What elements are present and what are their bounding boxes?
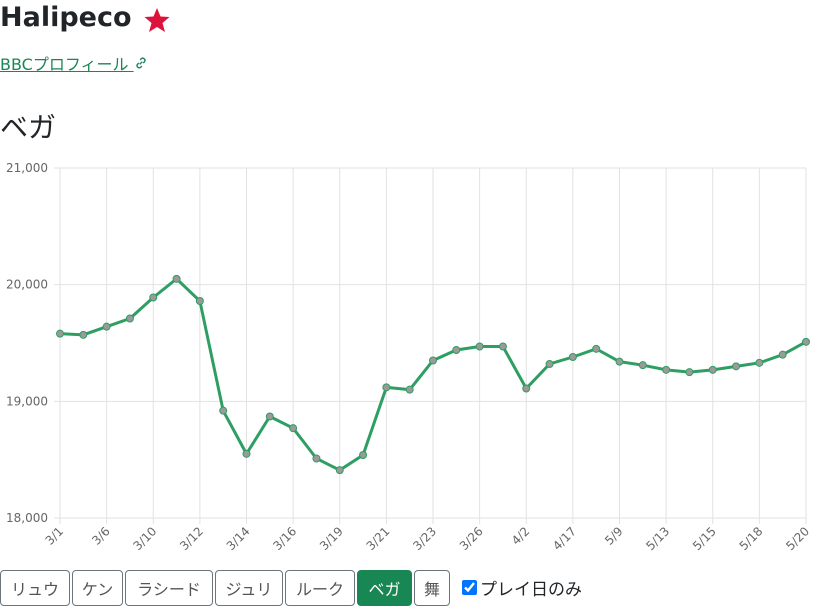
chart: 18,000 19,000 20,000 21,000 3/1 3/6 3/10 3/12 3/…	[6, 161, 812, 553]
point	[522, 384, 531, 393]
point	[405, 385, 414, 394]
x-tick-label: 3/6	[89, 524, 113, 548]
x-tick-label: 3/19	[317, 524, 346, 553]
profile-title: Halipeco	[0, 2, 132, 33]
x-tick-label: 5/13	[643, 524, 672, 553]
point	[662, 365, 671, 374]
point	[289, 424, 298, 433]
point	[802, 337, 810, 346]
x-tick-label: 5/9	[602, 524, 626, 548]
point	[382, 383, 391, 392]
checkbox-label: プレイ日のみ	[480, 580, 582, 600]
x-tick-label: 3/1	[43, 524, 67, 548]
point	[265, 412, 274, 421]
x-tick-label: 5/18	[737, 524, 766, 553]
profile-link[interactable]: BBCプロフィール	[0, 51, 148, 75]
point	[219, 406, 228, 415]
x-tick-label: 4/2	[509, 524, 533, 548]
character-button[interactable]: ルーク	[285, 570, 355, 606]
point	[592, 344, 601, 353]
point	[685, 368, 694, 377]
point	[778, 350, 787, 359]
y-tick-label: 19,000	[6, 394, 48, 408]
point	[498, 342, 507, 351]
point	[242, 449, 251, 458]
point	[429, 356, 437, 365]
y-tick-label: 18,000	[6, 511, 48, 525]
play-day-filter[interactable]: プレイ日のみ	[462, 575, 582, 600]
point	[312, 454, 321, 463]
x-tick-label: 3/16	[270, 524, 299, 553]
point	[732, 362, 741, 371]
point	[638, 361, 647, 370]
character-button[interactable]: ジュリ	[215, 570, 283, 606]
y-tick-label: 20,000	[6, 278, 48, 292]
character-button[interactable]: ケン	[72, 570, 123, 606]
character-button[interactable]: リュウ	[0, 570, 70, 606]
link-text: BBCプロフィール	[0, 55, 129, 74]
point	[615, 357, 624, 366]
point	[359, 451, 368, 459]
character-button[interactable]: ラシード	[125, 570, 213, 606]
character-button[interactable]: 舞	[414, 570, 450, 606]
point	[755, 358, 764, 367]
x-tick-label: 5/15	[690, 524, 719, 553]
x-tick-label: 3/14	[224, 524, 253, 553]
point	[79, 330, 88, 339]
point	[475, 342, 484, 351]
point	[568, 353, 577, 361]
point	[335, 466, 344, 475]
favorite-star[interactable]	[143, 6, 171, 34]
point	[195, 297, 204, 305]
character-button[interactable]: ベガ	[357, 570, 412, 606]
checkbox[interactable]	[462, 580, 477, 595]
section-title: ベガ	[0, 111, 57, 144]
point	[149, 293, 158, 302]
x-tick-label: 3/26	[457, 524, 486, 553]
point	[125, 314, 134, 323]
x-tick-label: 4/17	[550, 524, 579, 553]
x-tick-label: 3/23	[410, 524, 439, 553]
link-icon	[136, 57, 146, 69]
x-tick-label: 3/21	[364, 524, 393, 553]
x-tick-label: 3/10	[130, 524, 159, 553]
point	[172, 274, 181, 283]
point	[708, 365, 717, 374]
point	[545, 360, 554, 368]
point	[452, 346, 461, 354]
x-tick-label: 3/12	[177, 524, 206, 553]
point	[56, 329, 64, 338]
y-tick-label: 21,000	[6, 161, 48, 175]
x-tick-label: 5/20	[783, 524, 812, 553]
point	[102, 322, 111, 331]
